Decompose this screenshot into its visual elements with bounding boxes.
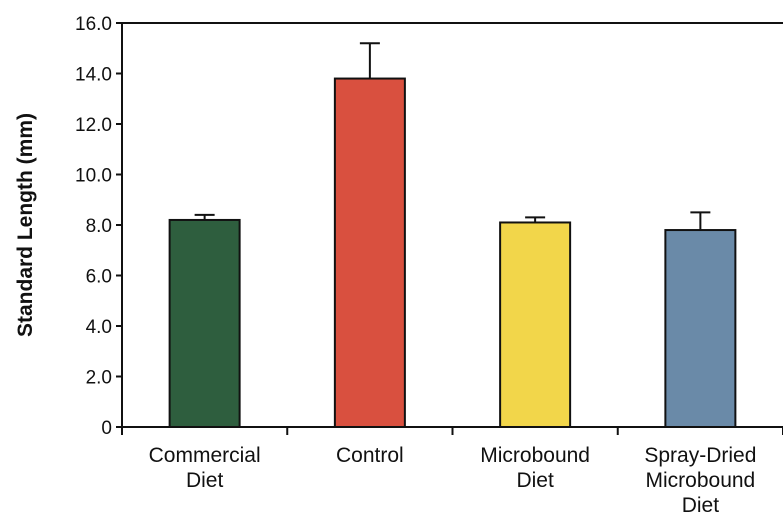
- y-tick-label: 0: [101, 418, 112, 439]
- y-tick-label: 14.0: [75, 65, 112, 86]
- chart-labels: Commercial Diet Control Microbound Diet Spray…: [149, 444, 757, 517]
- x-category-label: Commercial Diet: [149, 444, 261, 492]
- x-category-label: Microbound Diet: [480, 444, 590, 492]
- bar: [664, 229, 737, 428]
- y-tick-label: 16.0: [75, 14, 112, 35]
- bar: [168, 218, 241, 428]
- chart-bars: [168, 42, 737, 429]
- y-tick-label: 12.0: [75, 115, 112, 136]
- y-tick-label: 2.0: [86, 368, 112, 389]
- x-category-label: Spray-Dried Microbound Diet: [644, 444, 756, 517]
- y-tick-label: 4.0: [86, 317, 112, 338]
- y-tick-label: 6.0: [86, 267, 112, 288]
- bar: [499, 221, 572, 428]
- bar: [333, 77, 406, 429]
- chart-ticks: 0 2.0 4.0 6.0 8.0 10.0 12.0 14.0 16.0: [75, 14, 783, 439]
- y-tick-label: 10.0: [75, 166, 112, 187]
- x-category-label: Control: [336, 444, 404, 467]
- y-axis-title: Standard Length (mm): [14, 113, 37, 337]
- y-tick-label: 8.0: [86, 216, 112, 237]
